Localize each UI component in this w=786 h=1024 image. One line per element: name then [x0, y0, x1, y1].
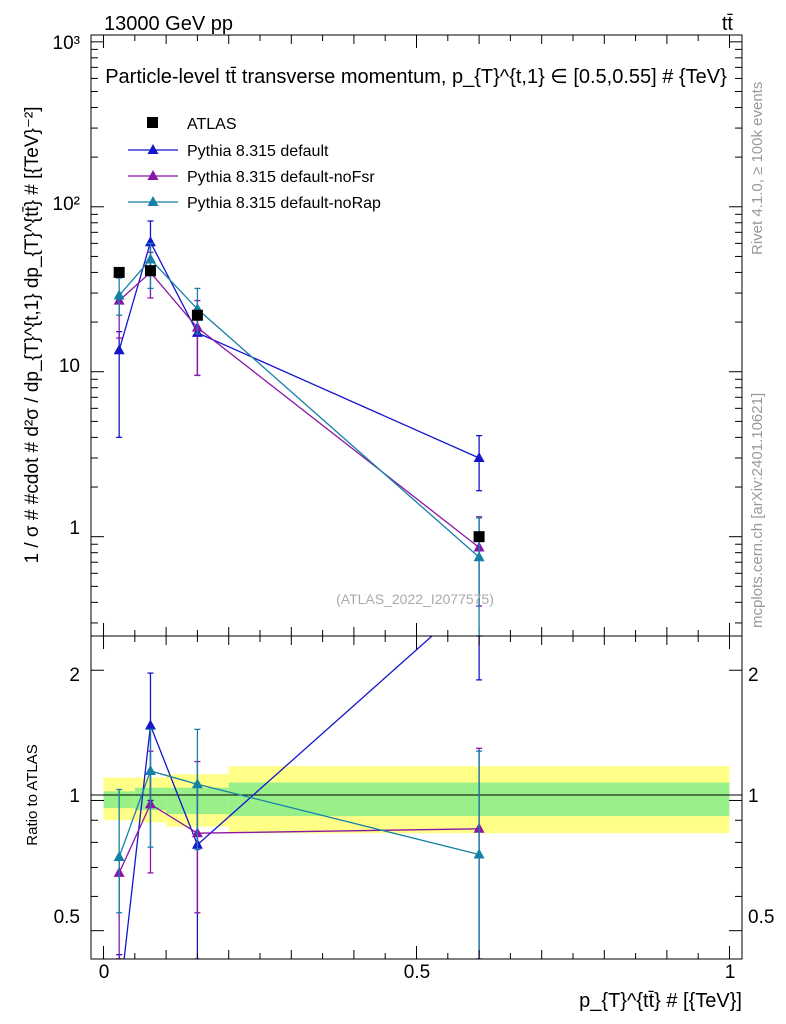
- ratio-point: [113, 851, 125, 862]
- ratio-series: [113, 636, 485, 1007]
- main-point: [113, 344, 125, 355]
- ratio-ytick-right-0.5: 0.5: [748, 907, 774, 928]
- atlas-data-point: [144, 265, 156, 277]
- legend-marker-norap: [147, 196, 159, 206]
- atlas-data-point: [473, 531, 485, 543]
- ratio-axis-ticks: [91, 636, 742, 959]
- main-series: [113, 220, 485, 636]
- xtick-0.5: 0.5: [404, 962, 430, 983]
- mcplots-label: mcplots.cern.ch [arXiv:2401.10621]: [749, 393, 766, 628]
- main-point: [144, 253, 156, 264]
- ratio-ytick-right-2: 2: [748, 665, 759, 686]
- legend-label-default: Pythia 8.315 default: [187, 143, 329, 160]
- analysis-watermark: (ATLAS_2022_I2077575): [336, 591, 494, 607]
- main-atlas-data: [113, 265, 485, 543]
- ratio-point: [144, 764, 156, 775]
- plot-title: Particle-level tt̄ transverse momentum, …: [105, 66, 727, 88]
- ratio-series-2: [113, 728, 485, 959]
- ratio-y-tick-labels-right: 0.5 1 2: [748, 665, 774, 928]
- ratio-ytick-0.5: 0.5: [54, 907, 80, 928]
- main-panel: 1 10 10² 10³: [53, 33, 743, 637]
- legend-label-nofsr: Pythia 8.315 default-noFsr: [187, 169, 375, 186]
- main-series-1: [113, 251, 485, 607]
- ratio-line-0: [123, 636, 433, 959]
- main-series-2: [113, 242, 485, 636]
- main-axis-ticks: [91, 35, 742, 636]
- legend-marker-atlas: [147, 117, 158, 128]
- ratio-point: [144, 719, 156, 730]
- ratio-point: [114, 997, 125, 1007]
- main-line-2: [118, 258, 480, 558]
- legend-marker-default: [147, 144, 159, 154]
- main-ytick-1: 1: [69, 518, 80, 539]
- legend-label-norap: Pythia 8.315 default-noRap: [187, 195, 381, 212]
- main-series-0: [113, 220, 485, 492]
- atlas-data-point: [191, 309, 203, 321]
- atlas-data-point: [113, 266, 125, 278]
- main-y-axis-label: 1 / σ # #cdot # d²σ / dp_{T}^{t,1} dp_{T…: [22, 107, 43, 564]
- ratio-ytick-1: 1: [69, 786, 80, 807]
- ratio-y-tick-labels-left: 0.5 1 2: [54, 665, 80, 928]
- main-point: [473, 551, 485, 562]
- ratio-y-axis-label: Ratio to ATLAS: [24, 744, 41, 845]
- legend-marker-nofsr: [147, 170, 159, 180]
- rivet-version-label: Rivet 4.1.0, ≥ 100k events: [749, 82, 766, 255]
- legend-label-atlas: ATLAS: [187, 116, 237, 133]
- ratio-ytick-2: 2: [69, 665, 80, 686]
- main-line-0: [118, 240, 480, 459]
- xtick-0: 0: [99, 962, 110, 983]
- legend: ATLAS Pythia 8.315 default Pythia 8.315 …: [128, 116, 381, 212]
- ratio-line-1: [118, 803, 480, 874]
- ratio-ytick-right-1: 1: [748, 786, 759, 807]
- main-ytick-100: 10²: [53, 194, 80, 215]
- ratio-line-2: [118, 770, 480, 858]
- ratio-point: [191, 778, 203, 789]
- energy-label: 13000 GeV pp: [104, 13, 233, 35]
- process-label: tt̄: [722, 13, 734, 35]
- main-point: [113, 289, 125, 300]
- main-ytick-10: 10: [59, 356, 80, 377]
- xtick-1: 1: [725, 962, 736, 983]
- main-ytick-1000: 10³: [53, 33, 80, 54]
- main-point: [473, 451, 485, 462]
- main-y-tick-labels: 1 10 10² 10³: [53, 33, 80, 539]
- x-tick-labels: 0 0.5 1: [99, 962, 736, 983]
- ratio-panel: 0.5 1 2 0.5 1 2 0 0.5 1: [54, 635, 774, 1007]
- ratio-point: [473, 848, 485, 859]
- x-axis-label: p_{T}^{tt̄} # [{TeV}]: [579, 990, 742, 1012]
- main-line-1: [118, 271, 480, 549]
